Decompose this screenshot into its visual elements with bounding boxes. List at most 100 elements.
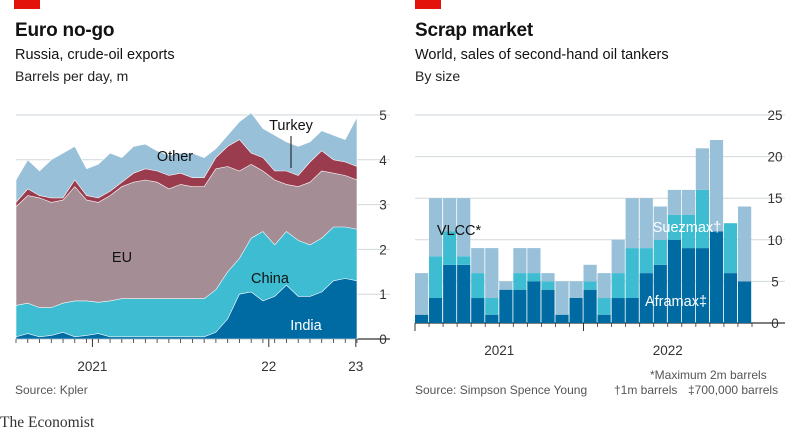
bar-aframax (738, 281, 752, 323)
label-suezmax: Suezmax† (653, 220, 722, 236)
left-xtick-label: 22 (261, 359, 276, 374)
bar-vlcc (597, 273, 611, 299)
bar-aframax (499, 289, 513, 323)
right-ytick-label: 10 (767, 233, 782, 248)
right-ytick-label: 20 (767, 150, 782, 165)
right-xtick-label: 2021 (484, 343, 514, 358)
bar-suezmax (597, 298, 611, 315)
left-ytick-label: 1 (379, 287, 387, 302)
right-ytick-label: 0 (771, 316, 779, 331)
right-brand-tag (415, 0, 441, 9)
label-turkey: Turkey (269, 118, 314, 134)
right-xtick-label: 2022 (653, 343, 683, 358)
bar-suezmax (443, 231, 457, 265)
bar-aframax (653, 264, 667, 323)
bar-suezmax (681, 214, 695, 249)
bar-vlcc (653, 206, 667, 240)
bar-vlcc (443, 198, 457, 232)
bar-vlcc (471, 248, 485, 274)
brand-wordmark: The Economist (0, 414, 95, 431)
bar-aframax (569, 298, 583, 323)
bar-vlcc (527, 248, 541, 274)
bar-aframax (695, 248, 709, 323)
left-chart-unit: Barrels per day, m (15, 68, 129, 84)
bar-suezmax (541, 281, 555, 290)
bar-aframax (709, 231, 724, 323)
right-ytick-label: 5 (771, 274, 779, 289)
right-chart-unit: By size (415, 68, 461, 84)
bar-suezmax (723, 223, 738, 274)
bar-vlcc (639, 198, 653, 249)
right-ytick-label: 25 (767, 108, 782, 123)
bar-vlcc (667, 189, 681, 215)
bar-vlcc (569, 281, 583, 298)
bar-aframax (415, 314, 429, 323)
bar-suezmax (457, 256, 471, 265)
bar-suezmax (625, 248, 639, 298)
bar-aframax (471, 298, 485, 323)
left-ytick-label: 3 (379, 198, 387, 213)
bar-suezmax (485, 298, 499, 315)
bar-suezmax (667, 214, 681, 240)
bar-suezmax (695, 189, 709, 249)
area-india (15, 278, 358, 340)
bar-aframax (625, 298, 639, 323)
bar-suezmax (527, 273, 541, 282)
right-chart-subtitle: World, sales of second-hand oil tankers (415, 47, 669, 63)
bar-aframax (681, 248, 695, 323)
label-other: Other (157, 149, 193, 165)
left-ytick-label: 0 (379, 332, 387, 347)
left-xtick-label: 23 (348, 359, 363, 374)
label-aframax: Aframax‡ (645, 294, 707, 310)
bar-suezmax (583, 281, 597, 290)
left-ytick-label: 4 (379, 153, 387, 168)
footnote-suezmax: †1m barrels (614, 383, 678, 397)
left-chart-title: Euro no-go (15, 20, 115, 41)
bar-vlcc (429, 198, 443, 257)
bar-vlcc (457, 198, 471, 257)
bar-aframax (513, 289, 527, 323)
bar-vlcc (738, 206, 752, 282)
bar-vlcc (513, 248, 527, 274)
bar-aframax (723, 273, 738, 323)
bar-aframax (639, 273, 653, 323)
bar-vlcc (485, 248, 499, 298)
bar-suezmax (429, 256, 443, 298)
bar-vlcc (541, 273, 555, 282)
bar-vlcc (695, 148, 709, 190)
bar-vlcc (625, 198, 639, 249)
right-source: Source: Simpson Spence Young (415, 383, 588, 397)
bar-vlcc (583, 264, 597, 282)
bar-suezmax (611, 273, 625, 299)
left-chart-subtitle: Russia, crude-oil exports (15, 47, 175, 63)
bar-vlcc (709, 140, 724, 232)
bar-aframax (611, 298, 625, 323)
bar-aframax (429, 298, 443, 323)
left-brand-tag (14, 0, 40, 9)
bar-vlcc (415, 273, 429, 315)
bar-suezmax (513, 273, 527, 290)
bar-suezmax (471, 273, 485, 299)
bar-aframax (485, 314, 499, 323)
bar-aframax (443, 264, 457, 323)
footnote-vlcc: *Maximum 2m barrels (650, 368, 767, 382)
bar-aframax (667, 239, 681, 323)
left-ytick-label: 2 (379, 242, 387, 257)
right-chart-title: Scrap market (415, 20, 534, 41)
footnote-aframax: ‡700,000 barrels (688, 383, 779, 397)
bar-vlcc (611, 239, 625, 274)
left-xtick-label: 2021 (77, 359, 107, 374)
label-india: India (290, 318, 322, 334)
bar-aframax (541, 289, 555, 323)
label-eu: EU (112, 250, 132, 266)
bar-aframax (597, 314, 611, 323)
bar-suezmax (653, 239, 667, 265)
bar-aframax (555, 314, 569, 323)
bar-suezmax (639, 248, 653, 274)
bar-aframax (527, 281, 541, 323)
label-china: China (251, 271, 290, 287)
label-vlcc: VLCC* (437, 223, 482, 239)
bar-vlcc (499, 281, 513, 290)
bar-vlcc (681, 189, 695, 215)
